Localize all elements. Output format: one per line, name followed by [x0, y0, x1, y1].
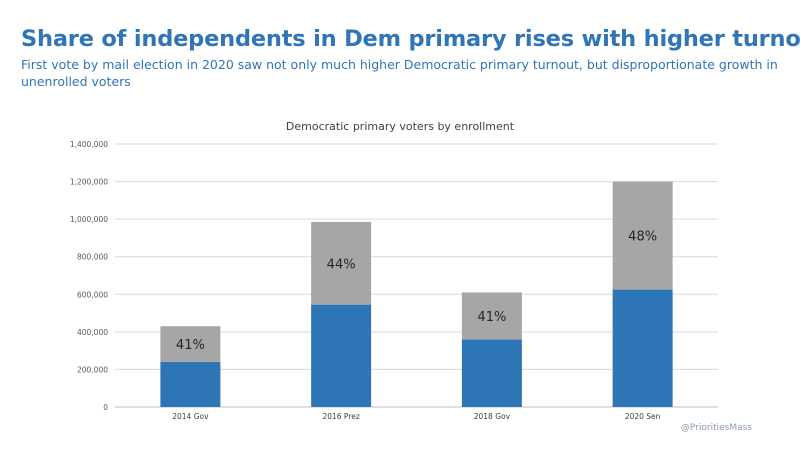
data-label: 41%: [477, 310, 506, 325]
y-tick-label: 400,000: [77, 328, 108, 337]
bar-unenrolled: [160, 326, 221, 362]
page-subtitle: First vote by mail election in 2020 saw …: [21, 57, 778, 89]
y-tick-label: 1,400,000: [70, 140, 108, 149]
page-title: Share of independents in Dem primary ris…: [21, 26, 800, 52]
x-tick-label: 2014 Gov: [172, 412, 209, 421]
y-tick-label: 800,000: [77, 253, 108, 262]
data-label: 48%: [628, 230, 657, 245]
x-tick-label: 2016 Prez: [322, 412, 359, 421]
bar-unenrolled: [461, 292, 522, 340]
x-tick-label: 2020 Sen: [625, 412, 661, 421]
data-labels: 41% 44% 41% 48%: [176, 230, 657, 353]
data-label: 41%: [176, 338, 205, 353]
watermark: @PrioritiesMass: [680, 423, 752, 433]
bar-unenrolled: [311, 221, 372, 305]
bar-enrolled: [311, 304, 372, 407]
y-tick-label: 1,200,000: [70, 178, 108, 187]
y-tick-label: 200,000: [77, 365, 108, 374]
bars: [160, 181, 673, 407]
data-label: 44%: [327, 257, 356, 272]
y-tick-label: 1,000,000: [70, 215, 108, 224]
y-axis-ticks: 0 200,000 400,000 600,000 800,000 1,000,000 1,…: [70, 140, 108, 412]
x-tick-label: 2018 Gov: [474, 412, 511, 421]
x-axis-ticks: 2014 Gov 2016 Prez 2018 Gov 2020 Sen: [172, 412, 660, 421]
bar-enrolled: [461, 339, 522, 407]
y-tick-label: 0: [103, 403, 108, 412]
bar-unenrolled: [612, 181, 673, 290]
y-tick-label: 600,000: [77, 290, 108, 299]
bar-enrolled: [160, 361, 221, 407]
chart-title: Democratic primary voters by enrollment: [285, 120, 515, 133]
bar-enrolled: [612, 289, 673, 407]
